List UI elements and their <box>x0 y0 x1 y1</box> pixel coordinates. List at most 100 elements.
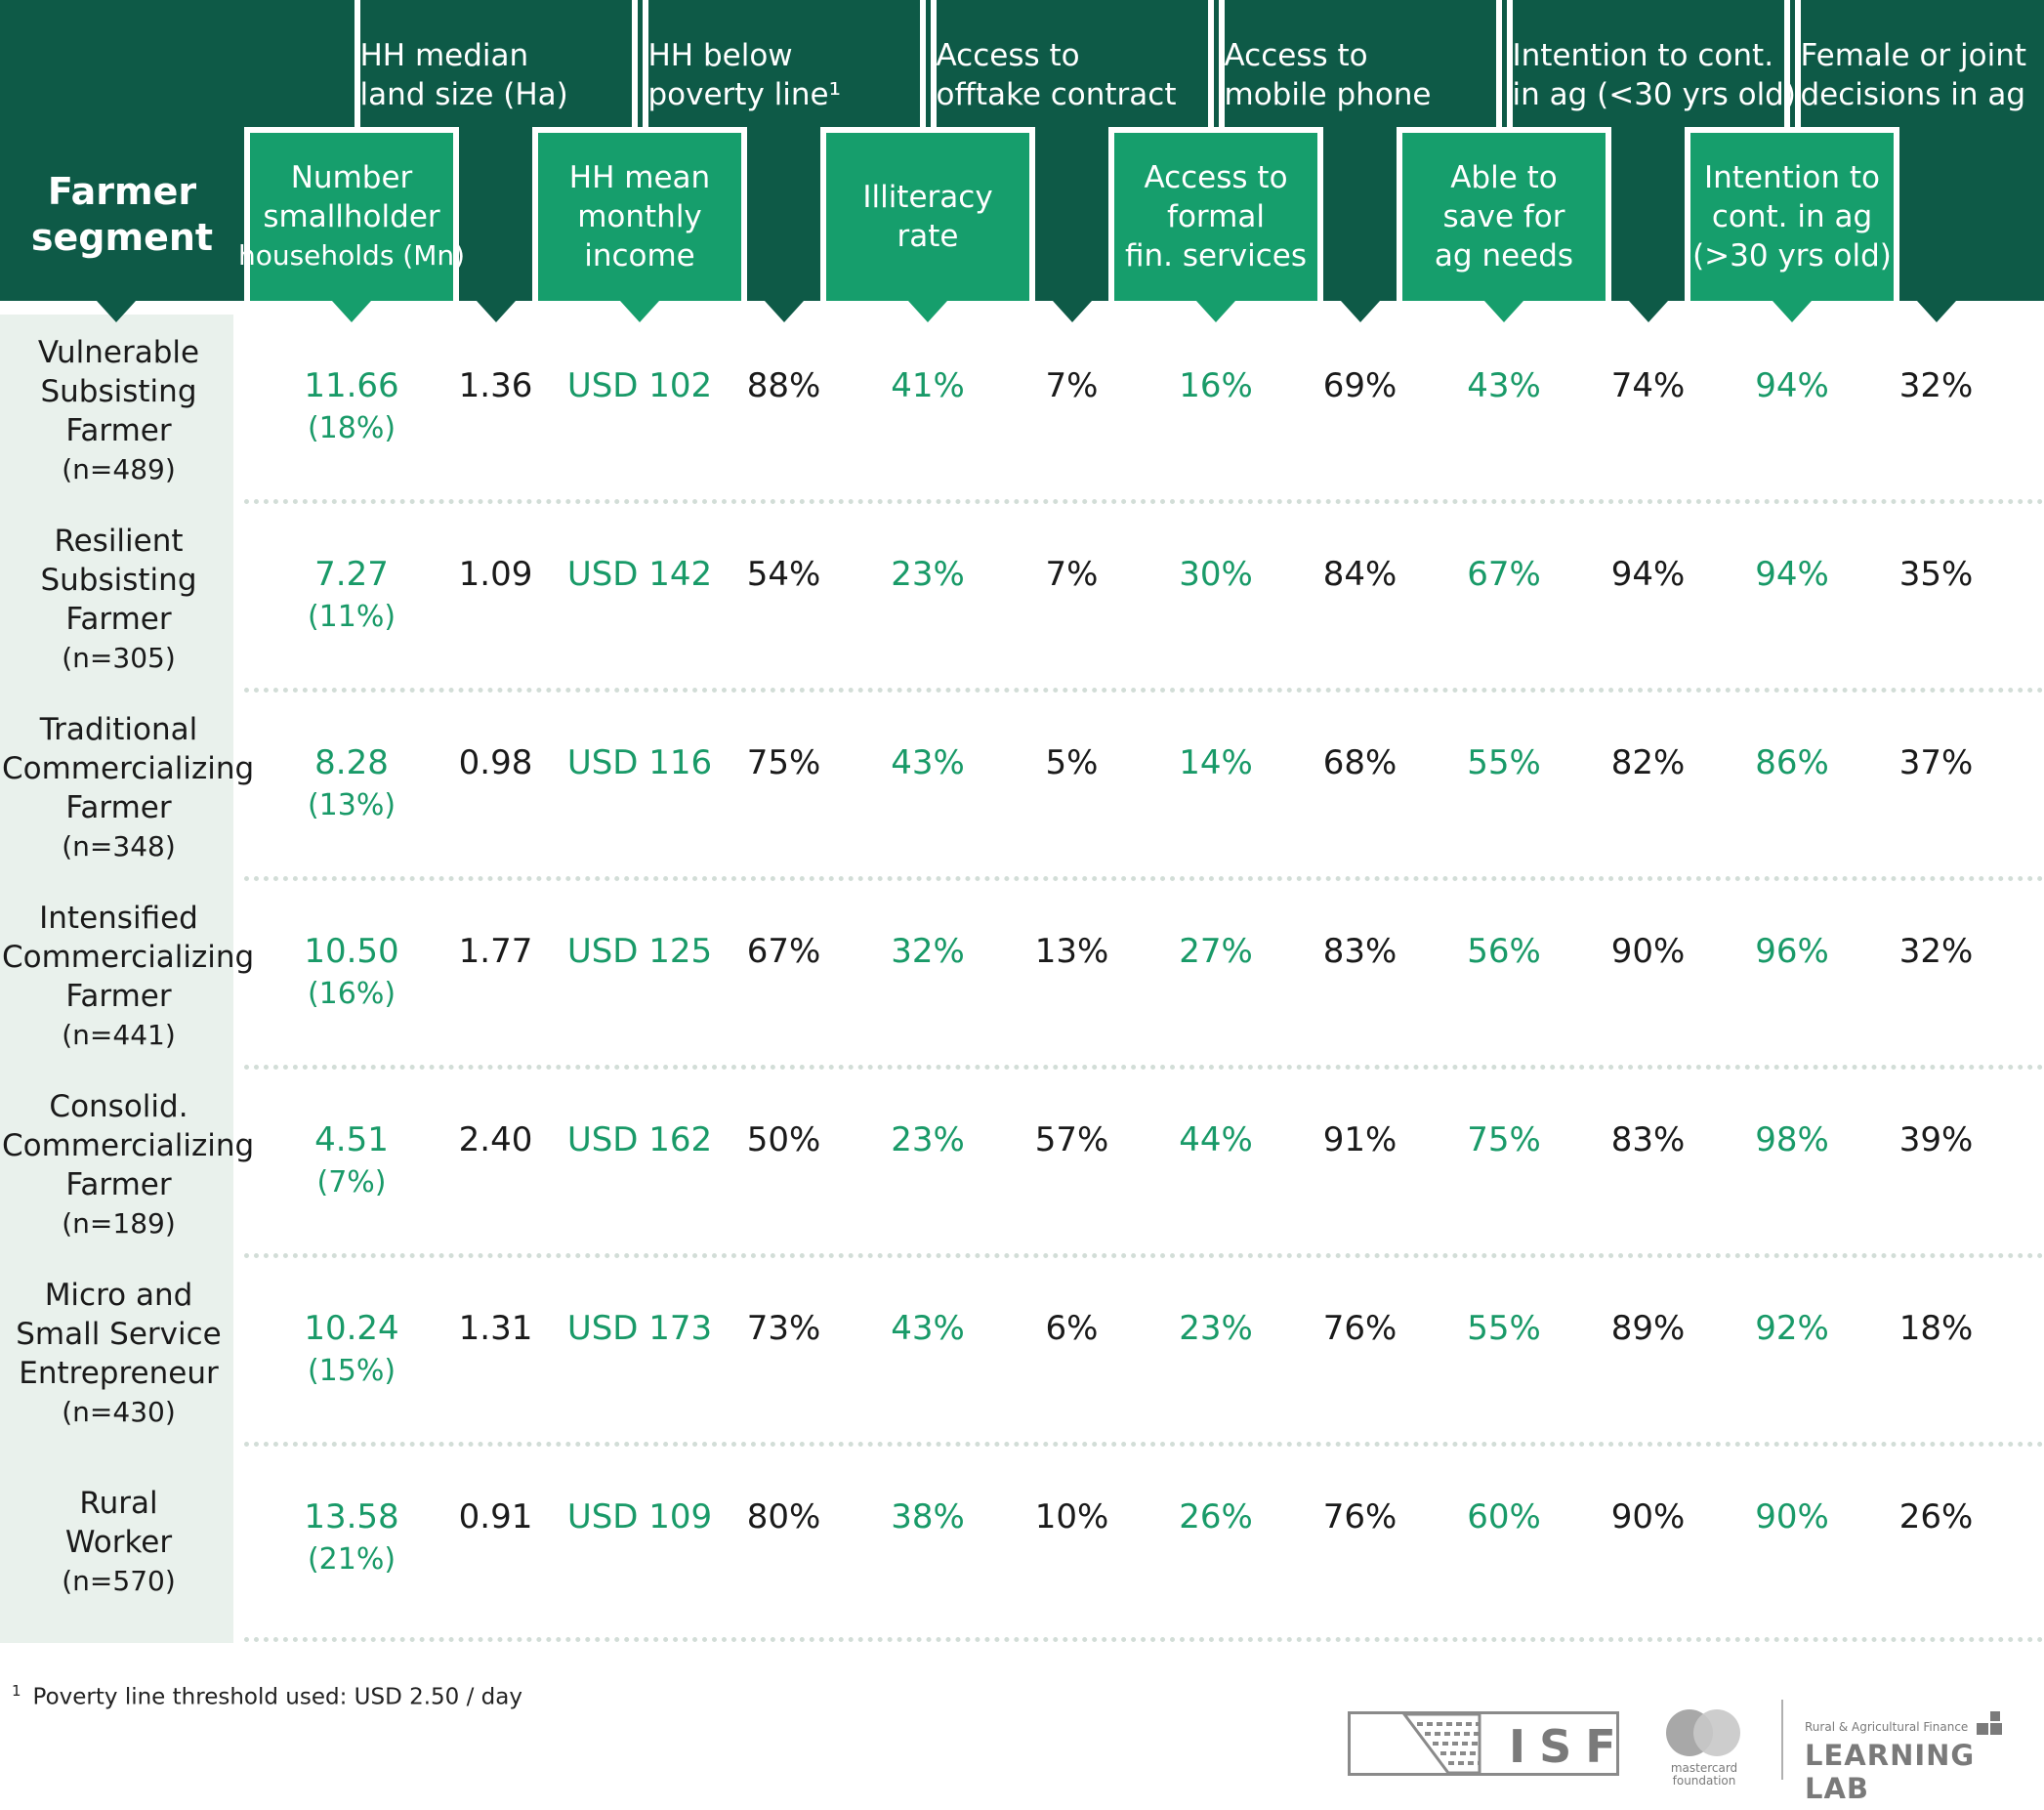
table-cell: 44% <box>1179 1119 1253 1159</box>
footnote: 1 Poverty line threshold used: USD 2.50 /… <box>12 1682 522 1710</box>
table-cell: 1.31 <box>458 1308 533 1348</box>
table-cell: 32% <box>1898 931 1974 971</box>
table-cell: 84% <box>1322 554 1397 594</box>
table-cell: 73% <box>746 1308 821 1348</box>
households-share: (18%) <box>307 410 396 445</box>
table-cell: 83% <box>1610 1119 1686 1159</box>
table-cell: 68% <box>1322 742 1397 782</box>
col-6-header-line: offtake contract <box>936 77 1177 112</box>
isf-logo: ISF <box>1348 1711 1619 1776</box>
mastercard-word: mastercard <box>1670 1761 1738 1775</box>
segment-name-line: Farmer <box>65 601 172 637</box>
segment-label: Intensified Commercializing Farmer (n=441) <box>2 899 254 1055</box>
segment-sample-size: (n=348) <box>62 829 176 863</box>
col-3-header-line: monthly <box>577 199 702 234</box>
col-2-header-pointer <box>476 301 516 322</box>
households-share: (13%) <box>307 787 396 822</box>
col-4-header: HH below poverty line¹ <box>642 0 926 127</box>
table-cell: USD 142 <box>566 554 713 594</box>
segment-name-line: Micro and <box>44 1277 193 1313</box>
footnote-text: Poverty line threshold used: USD 2.50 / … <box>32 1684 522 1710</box>
table-cell: 1.09 <box>458 554 533 594</box>
col-1-header-line: smallholder <box>263 199 440 234</box>
col-7-header-pointer <box>1196 301 1235 322</box>
segment-header-pointer <box>97 301 136 322</box>
table-cell: 23% <box>891 554 965 594</box>
row-separator <box>244 688 2044 693</box>
table-cell: 74% <box>1610 365 1686 405</box>
table-cell: 83% <box>1322 931 1397 971</box>
table-cell: 50% <box>746 1119 821 1159</box>
col-9-header-line: ag needs <box>1434 238 1574 274</box>
table-cell: 2.40 <box>458 1119 533 1159</box>
isf-stripes-icon <box>1402 1714 1481 1773</box>
table-cell: USD 116 <box>566 742 713 782</box>
table-cell: 76% <box>1322 1496 1397 1536</box>
households-share: (21%) <box>307 1541 396 1577</box>
col-8-header-line: Access to <box>1224 38 1368 73</box>
col-7-header-line: formal <box>1167 199 1265 234</box>
table-cell: 92% <box>1755 1308 1829 1348</box>
table-cell: 39% <box>1898 1119 1974 1159</box>
segment-name-line: Entrepreneur <box>19 1355 219 1391</box>
table-cell: 14% <box>1179 742 1253 782</box>
segment-label: Micro and Small Service Entrepreneur (n=430… <box>2 1276 235 1432</box>
table-cell: 91% <box>1322 1119 1397 1159</box>
col-9-header-line: save for <box>1442 199 1565 234</box>
table-cell: 55% <box>1467 1308 1541 1348</box>
table-cell: 54% <box>746 554 821 594</box>
table-cell: USD 109 <box>566 1496 713 1536</box>
col-5-header-line: rate <box>897 219 959 254</box>
segment-sample-size: (n=570) <box>62 1564 176 1597</box>
table-cell: 75% <box>746 742 821 782</box>
table-cell: 96% <box>1755 931 1829 971</box>
col-2-header-stem <box>470 127 521 301</box>
table-cell: USD 173 <box>566 1308 713 1348</box>
col-2-header: HH median land size (Ha) <box>354 0 638 127</box>
segment-name-line: Worker <box>64 1524 173 1560</box>
households-value: 8.28 <box>314 742 389 782</box>
table-cell: 60% <box>1467 1496 1541 1536</box>
segment-name-line: Farmer <box>65 412 172 448</box>
col-10-header-line: Intention to cont. <box>1512 38 1774 73</box>
col-1-header-line: households (Mn) <box>237 239 466 272</box>
row-separator <box>244 876 2044 881</box>
table-cell: 88% <box>746 365 821 405</box>
col-8-header-stem <box>1334 127 1386 301</box>
col-5-header-line: Illiteracy <box>862 180 993 215</box>
col-12-header-stem <box>1910 127 1962 301</box>
segment-sample-size: (n=489) <box>62 452 176 485</box>
col-2-header-line: HH median <box>359 38 529 73</box>
segment-name-line: Vulnerable <box>37 334 200 370</box>
segment-label: Vulnerable Subsisting Farmer (n=489) <box>2 333 235 489</box>
col-12-header-pointer <box>1916 301 1956 322</box>
table-cell: 1.77 <box>458 931 533 971</box>
segment-name-line: Consolid. <box>49 1088 188 1124</box>
table-cell: 75% <box>1467 1119 1541 1159</box>
table-cell: 23% <box>1179 1308 1253 1348</box>
table-cell: 26% <box>1179 1496 1253 1536</box>
households-value: 11.66 <box>304 365 399 405</box>
table-cell: 89% <box>1610 1308 1686 1348</box>
segment-sample-size: (n=189) <box>62 1206 176 1240</box>
col-4-header-line: poverty line¹ <box>647 77 842 112</box>
row-separator <box>244 1253 2044 1258</box>
segment-column-header: Farmer segment <box>0 147 244 283</box>
households-value: 13.58 <box>304 1496 399 1536</box>
segment-name-line: Commercializing <box>2 750 255 786</box>
col-7-header-line: fin. services <box>1124 238 1308 274</box>
col-6-header-line: Access to <box>936 38 1080 73</box>
households-share: (11%) <box>307 599 396 634</box>
table-cell: 80% <box>746 1496 821 1536</box>
table-cell: 26% <box>1898 1496 1974 1536</box>
col-6-header-stem <box>1046 127 1098 301</box>
table-cell: 69% <box>1322 365 1397 405</box>
households-value: 10.24 <box>304 1308 399 1348</box>
row-separator <box>244 499 2044 504</box>
table-cell: 67% <box>1467 554 1541 594</box>
isf-logo-text: ISF <box>1509 1720 1630 1773</box>
segment-label: Traditional Commercializing Farmer (n=348) <box>2 710 255 866</box>
col-8-header: Access to mobile phone <box>1218 0 1502 127</box>
segment-column-background <box>0 315 233 1643</box>
table-cell: USD 102 <box>566 365 713 405</box>
